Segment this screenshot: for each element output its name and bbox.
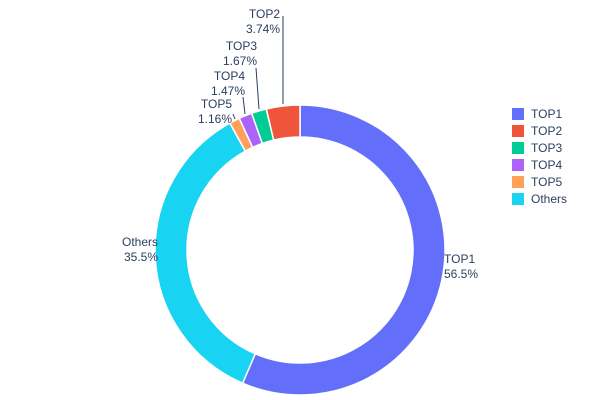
- legend-label: TOP1: [531, 107, 563, 121]
- legend-swatch: [512, 193, 524, 205]
- legend-label: Others: [531, 192, 568, 206]
- legend-swatch: [512, 142, 524, 154]
- legend-swatch: [512, 125, 524, 137]
- slice-label-top2: TOP2 3.74%: [246, 7, 280, 36]
- legend-item-top4[interactable]: TOP4: [512, 159, 567, 171]
- pie-slice-top2[interactable]: [265, 104, 301, 141]
- legend-swatch: [512, 159, 524, 171]
- legend-item-top5[interactable]: TOP5: [512, 176, 567, 188]
- slice-label-others: Others 35.5%: [122, 235, 158, 264]
- slice-label-top4: TOP4 1.47%: [211, 69, 245, 98]
- slice-label-top1: TOP1 56.5%: [444, 252, 478, 281]
- legend: TOP1 TOP2 TOP3 TOP4 TOP5 Others: [512, 108, 567, 205]
- legend-item-top2[interactable]: TOP2: [512, 125, 567, 137]
- leader-line-top3: [255, 67, 260, 110]
- legend-item-top1[interactable]: TOP1: [512, 108, 567, 120]
- leader-line-top5: [232, 113, 236, 120]
- legend-label: TOP2: [531, 124, 563, 138]
- legend-swatch: [512, 108, 524, 120]
- pie-slice-others[interactable]: [154, 122, 257, 384]
- legend-item-top3[interactable]: TOP3: [512, 142, 567, 154]
- legend-swatch: [512, 176, 524, 188]
- slice-label-top5: TOP5 1.16%: [198, 97, 232, 126]
- leader-line-top4: [242, 96, 246, 115]
- legend-label: TOP5: [531, 175, 563, 189]
- legend-label: TOP3: [531, 141, 563, 155]
- legend-label: TOP4: [531, 158, 563, 172]
- pie-slice-top1[interactable]: [241, 104, 446, 396]
- slice-label-top3: TOP3 1.67%: [223, 39, 257, 68]
- legend-item-others[interactable]: Others: [512, 193, 567, 205]
